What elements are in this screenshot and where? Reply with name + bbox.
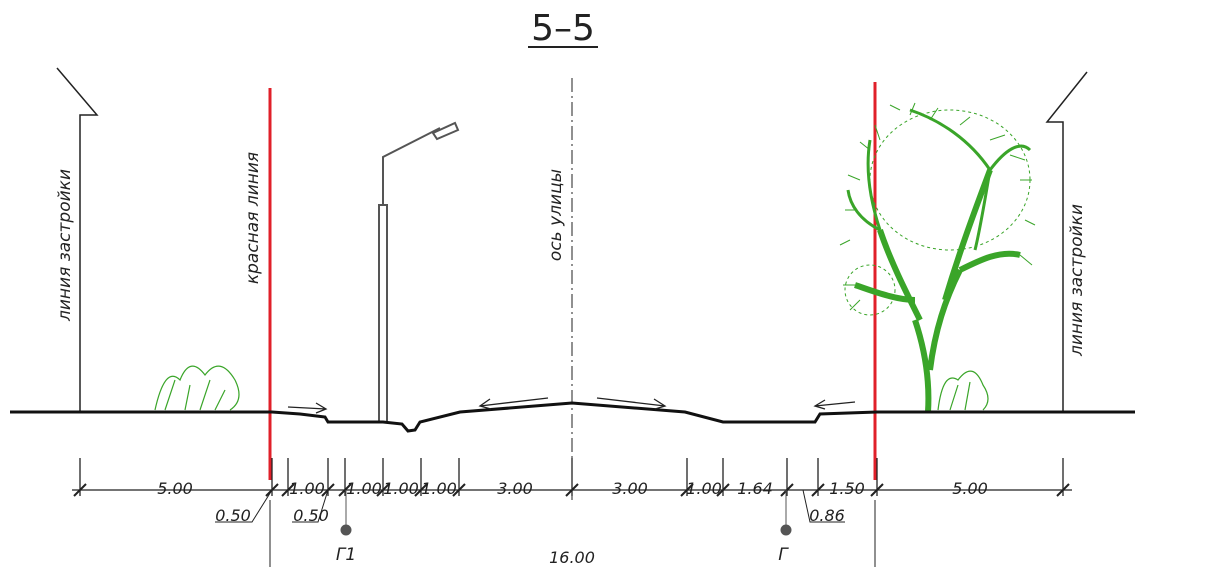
tick bbox=[1056, 483, 1070, 497]
slope-arrows bbox=[287, 397, 856, 414]
dimension-label: 3.00 bbox=[497, 479, 533, 498]
tick bbox=[780, 483, 794, 497]
building-line-label: линия застройки bbox=[55, 169, 75, 322]
leader bbox=[215, 489, 845, 523]
tick bbox=[73, 483, 87, 497]
well bbox=[340, 490, 792, 536]
building-line-right bbox=[1045, 71, 1088, 412]
road-profile bbox=[10, 401, 1135, 433]
title: 5–5 bbox=[531, 8, 595, 49]
street-lamp bbox=[378, 121, 460, 423]
total-dimension: 16.00 bbox=[549, 548, 595, 567]
well-label: Г1 bbox=[336, 545, 356, 565]
dimension-label: 1.64 bbox=[737, 479, 773, 498]
dimension-label: 1.50 bbox=[829, 479, 865, 498]
dimension-label: 0.50 bbox=[215, 506, 251, 525]
dimension-label: 0.86 bbox=[809, 506, 845, 525]
tick bbox=[680, 483, 694, 497]
well-label: Г bbox=[778, 545, 789, 565]
tick bbox=[414, 483, 428, 497]
dimension-label: 5.00 bbox=[157, 479, 193, 498]
dimension-label: 0.50 bbox=[293, 506, 329, 525]
dimension-label: 1.00 bbox=[686, 479, 722, 498]
tree bbox=[839, 102, 1036, 413]
dimension-label: 3.00 bbox=[612, 479, 648, 498]
tick bbox=[716, 483, 730, 497]
red-line-label: красная линия bbox=[243, 152, 263, 284]
tick bbox=[811, 483, 825, 497]
dimension-label: 1.00 bbox=[383, 479, 419, 498]
tick bbox=[376, 483, 390, 497]
dimension-line bbox=[72, 458, 1072, 497]
building-line-left bbox=[56, 67, 99, 412]
tick bbox=[452, 483, 466, 497]
dimension-label: 1.00 bbox=[289, 479, 325, 498]
tick bbox=[870, 483, 884, 497]
dimension-label: 1.00 bbox=[346, 479, 382, 498]
tick bbox=[281, 483, 295, 497]
tick bbox=[565, 483, 579, 497]
building-line-label: линия застройки bbox=[1067, 204, 1087, 357]
tick bbox=[338, 483, 352, 497]
street-axis-label: ось улицы bbox=[546, 169, 566, 261]
bush bbox=[154, 365, 989, 411]
dimension-label: 5.00 bbox=[952, 479, 988, 498]
dimension-label: 1.00 bbox=[421, 479, 457, 498]
